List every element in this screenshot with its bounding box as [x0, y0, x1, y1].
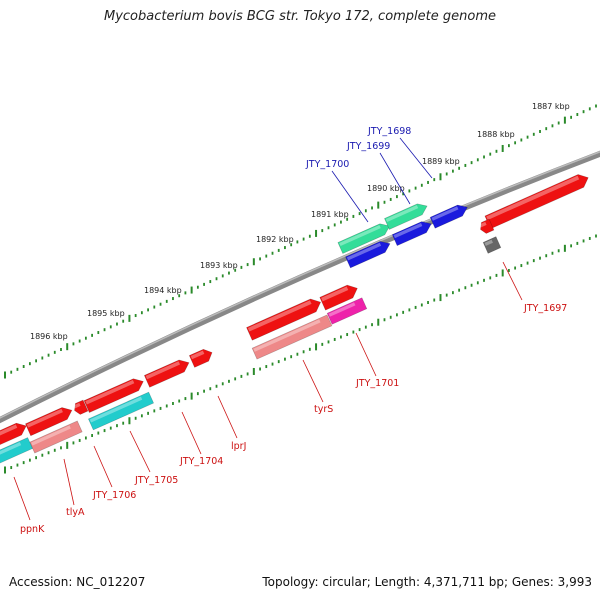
- kbp-label: 1896 kbp: [30, 332, 68, 341]
- genome-title: Mycobacterium bovis BCG str. Tokyo 172, …: [104, 9, 496, 24]
- gene-jty-1701: [326, 297, 368, 325]
- gene-label-jty-1704: JTY_1704: [179, 456, 223, 467]
- callout-line: [93, 445, 113, 488]
- callout-line: [399, 137, 433, 179]
- gene-label-jty-1705: JTY_1705: [134, 475, 178, 486]
- kbp-label: 1889 kbp: [422, 157, 460, 166]
- gene-jty-1704: [143, 359, 190, 388]
- callout-line: [355, 332, 377, 377]
- gene-jty-1698-b: [391, 221, 432, 247]
- kbp-label: 1887 kbp: [532, 102, 570, 111]
- gene-jty-1701-upper: [319, 284, 358, 311]
- callout-line: [502, 261, 523, 301]
- gene-label-tlya: tlyA: [66, 507, 85, 518]
- gene-jty-1706: [25, 407, 73, 437]
- kbp-label: 1894 kbp: [144, 286, 182, 295]
- genome-backbone-highlight: [0, 151, 600, 419]
- gene-tyrs-pink: [251, 314, 333, 360]
- gene-tlya-pink: [29, 420, 83, 454]
- gene-ppnk-cyan: [0, 437, 33, 467]
- kbp-label: 1888 kbp: [477, 130, 515, 139]
- gene-label-ppnk: ppnK: [20, 524, 45, 535]
- gene-jty-1700: [337, 223, 391, 254]
- gene-label-tyrs: tyrS: [314, 404, 333, 415]
- gene-small-red: [479, 218, 495, 234]
- callout-line: [13, 476, 31, 521]
- gene-label-jty-1699: JTY_1699: [346, 141, 390, 152]
- gene-lprj: [188, 348, 213, 368]
- callout-line: [331, 170, 369, 223]
- gene-label-jty-1701: JTY_1701: [355, 378, 399, 389]
- gene-label-lprj: lprJ: [231, 441, 246, 452]
- kbp-label: 1892 kbp: [256, 235, 294, 244]
- callout-line: [302, 359, 324, 403]
- kbp-label: 1895 kbp: [87, 309, 125, 318]
- gene-small-red-2: [73, 399, 89, 415]
- gene-jty-1699: [384, 203, 428, 230]
- genome-backbone: [0, 150, 600, 424]
- gene-label-jty-1698: JTY_1698: [367, 126, 411, 137]
- genome-summary-text: Topology: circular; Length: 4,371,711 bp…: [262, 575, 592, 589]
- gene-jty-1705-cyan: [88, 391, 154, 431]
- gene-tyrs: [246, 298, 322, 341]
- callout-line: [181, 411, 202, 455]
- callout-line: [129, 430, 151, 473]
- kbp-label: 1890 kbp: [367, 184, 405, 193]
- kbp-label: 1893 kbp: [200, 261, 238, 270]
- gene-tlya: [0, 422, 27, 449]
- gene-jty-1705: [83, 378, 144, 413]
- gene-label-jty-1706: JTY_1706: [92, 490, 136, 501]
- callout-line: [217, 395, 238, 439]
- kbp-label: 1891 kbp: [311, 210, 349, 219]
- callout-line: [63, 458, 75, 506]
- gene-jty-1698: [429, 204, 468, 229]
- gene-label-jty-1700: JTY_1700: [305, 159, 349, 170]
- gene-jty-1700-b: [345, 241, 391, 269]
- callout-line: [379, 152, 411, 205]
- gene-gray: [482, 236, 502, 254]
- accession-text: Accession: NC_012207: [9, 575, 146, 589]
- gene-label-jty-1697: JTY_1697: [523, 303, 567, 314]
